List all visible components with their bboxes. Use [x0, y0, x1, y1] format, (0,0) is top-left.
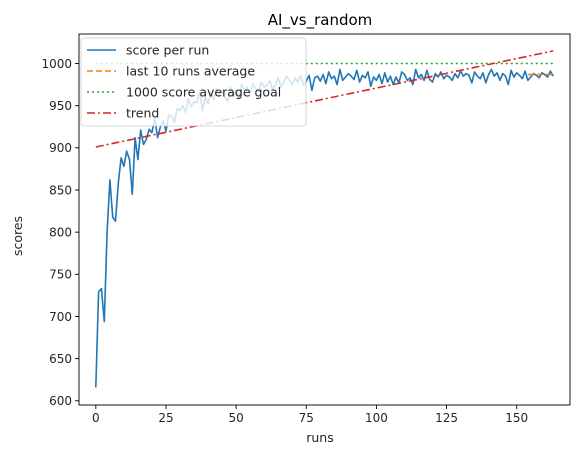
x-axis: 0 25 50 75 100 125 150 — [92, 405, 528, 425]
x-tick-label: 100 — [365, 411, 388, 425]
x-tick-label: 75 — [299, 411, 314, 425]
legend-box — [80, 37, 307, 127]
legend: score per run last 10 runs average 1000 sc… — [80, 37, 307, 127]
legend-items: score per run last 10 runs average 1000 sc… — [87, 43, 281, 121]
legend-label: trend — [126, 106, 159, 121]
x-tick-label: 0 — [92, 411, 100, 425]
legend-label: 1000 score average goal — [126, 85, 281, 100]
x-tick-label: 25 — [158, 411, 173, 425]
x-axis-label: runs — [306, 430, 334, 445]
y-tick-label: 950 — [49, 99, 72, 113]
y-tick-label: 750 — [49, 268, 72, 282]
y-tick-label: 1000 — [41, 57, 72, 71]
series-line-trend — [95, 50, 554, 148]
plot-frame — [78, 33, 571, 406]
y-tick-label: 850 — [49, 183, 72, 197]
legend-label: score per run — [126, 43, 209, 58]
y-tick-label: 650 — [49, 352, 72, 366]
chart-title: AI_vs_random — [268, 11, 373, 30]
y-tick-label: 900 — [49, 141, 72, 155]
y-axis-label: scores — [10, 216, 25, 256]
y-tick-label: 700 — [49, 310, 72, 324]
y-tick-label: 800 — [49, 225, 72, 239]
x-tick-label: 150 — [505, 411, 528, 425]
y-tick-label: 600 — [49, 394, 72, 408]
legend-label: last 10 runs average — [126, 64, 255, 79]
x-tick-label: 125 — [435, 411, 458, 425]
x-tick-label: 50 — [228, 411, 243, 425]
y-axis: 600 650 700 750 800 850 900 950 1000 — [41, 57, 79, 408]
